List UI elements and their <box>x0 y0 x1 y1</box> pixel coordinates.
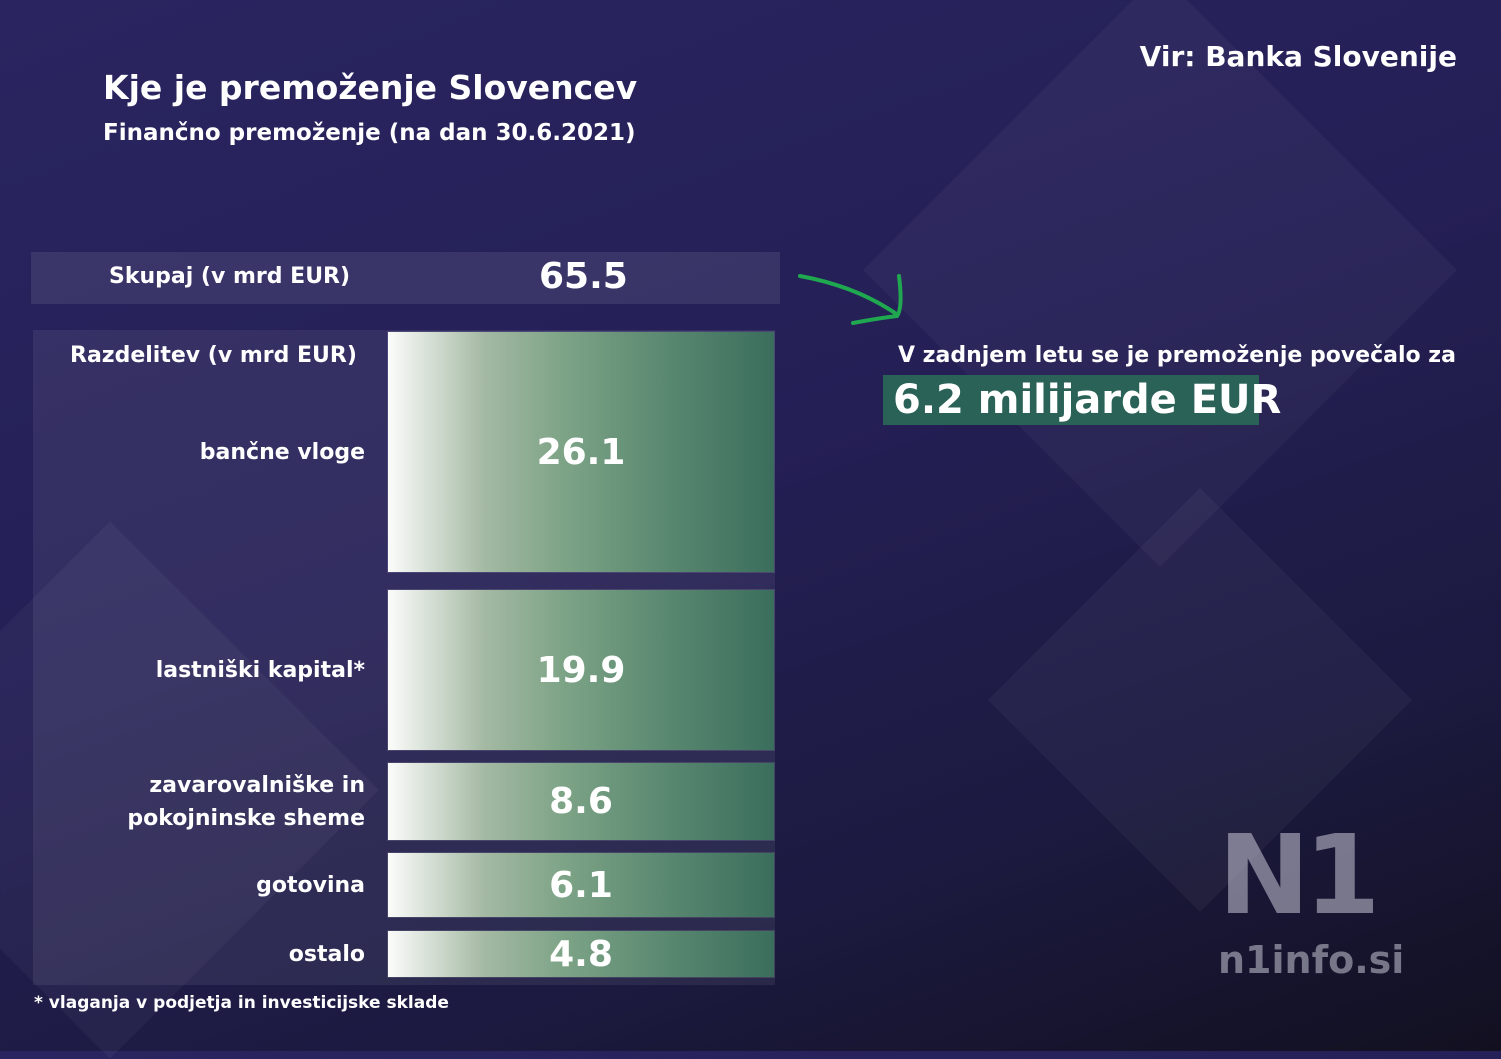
total-value: 65.5 <box>539 256 628 297</box>
bar-3: 6.1 <box>387 852 775 918</box>
breakdown-label: Razdelitev (v mrd EUR) <box>70 343 357 368</box>
bar-4: 4.8 <box>387 930 775 978</box>
chart-title: Kje je premoženje Slovencev <box>103 68 638 107</box>
total-row: Skupaj (v mrd EUR) 65.5 <box>31 252 780 304</box>
category-label-line: gotovina <box>256 872 365 898</box>
logo-mark: N1 <box>1218 811 1381 939</box>
n1-logo: N1 n1info.si <box>1218 820 1408 990</box>
bar-1: 19.9 <box>387 589 775 751</box>
chart-subtitle: Finančno premoženje (na dan 30.6.2021) <box>103 120 636 146</box>
total-label: Skupaj (v mrd EUR) <box>109 264 351 289</box>
bar-value-label: 6.1 <box>549 864 613 906</box>
source-label: Vir: Banka Slovenije <box>1139 40 1457 73</box>
category-label: gotovina <box>256 869 365 902</box>
category-label-line: pokojninske sheme <box>127 805 365 831</box>
bar-value-label: 26.1 <box>536 431 626 473</box>
growth-text: V zadnjem letu se je premoženje povečalo… <box>898 343 1456 368</box>
bar-2: 8.6 <box>387 762 775 841</box>
category-label: lastniški kapital* <box>156 654 365 687</box>
growth-highlight: 6.2 milijarde EUR <box>883 375 1281 425</box>
bar-value-label: 8.6 <box>549 781 613 822</box>
category-label-line: ostalo <box>288 941 365 967</box>
category-label-line: bančne vloge <box>199 439 365 465</box>
arrow-icon <box>798 274 903 325</box>
background-shape <box>863 0 1457 567</box>
bar-value-label: 4.8 <box>549 933 613 975</box>
category-label-line: zavarovalniške in <box>149 772 365 798</box>
growth-value: 6.2 milijarde EUR <box>893 377 1282 423</box>
logo-url: n1info.si <box>1218 938 1405 982</box>
footnote: * vlaganja v podjetja in investicijske s… <box>34 993 449 1013</box>
bar-0: 26.1 <box>387 331 775 573</box>
category-label: bančne vloge <box>200 436 365 469</box>
category-label-line: lastniški kapital* <box>155 657 365 683</box>
bar-value-label: 19.9 <box>536 649 626 691</box>
category-label: ostalo <box>289 938 365 971</box>
category-label: zavarovalniške in pokojninske sheme <box>127 769 365 835</box>
breakdown-panel: Razdelitev (v mrd EUR) 26.1 bančne vloge 1… <box>33 330 775 985</box>
